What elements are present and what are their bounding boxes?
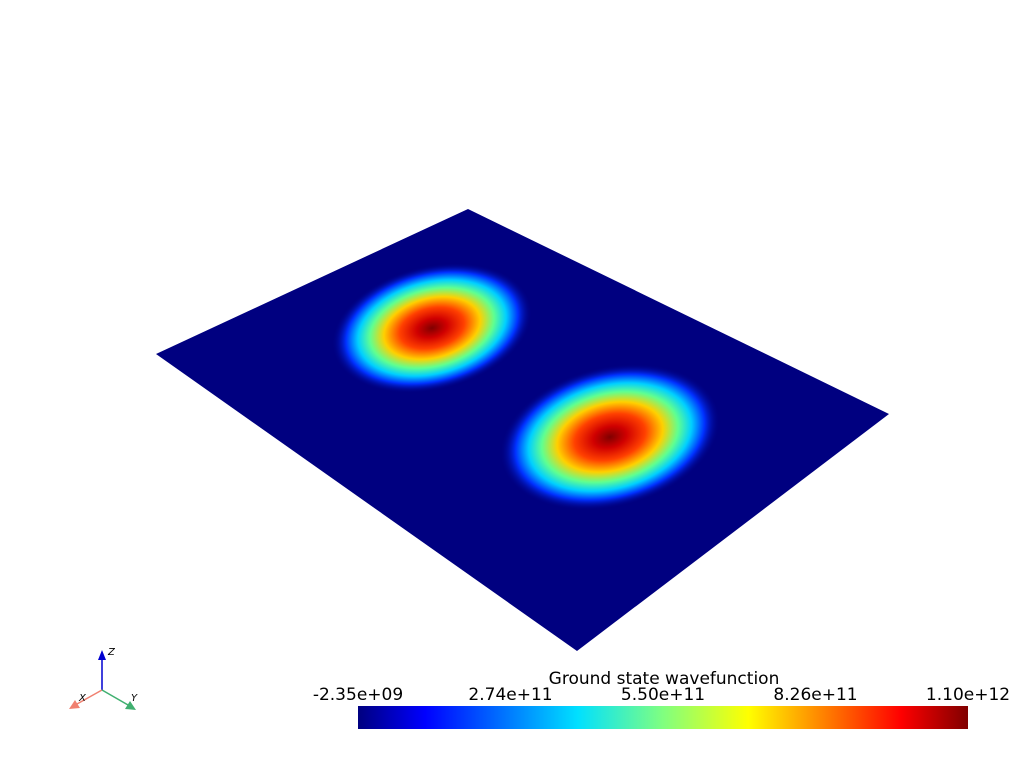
scalar-bar-tick-label: 2.74e+11	[468, 685, 552, 705]
orientation-axes: Z X Y	[69, 647, 138, 710]
scalar-bar: Ground state wavefunction -2.35e+09 2.74e…	[313, 669, 1010, 729]
scalar-bar-tick-label: 8.26e+11	[773, 685, 857, 705]
color-ramp	[358, 706, 968, 729]
z-arrow	[98, 650, 106, 660]
density-lobe	[331, 262, 533, 394]
scalar-bar-tick-label: 1.10e+12	[926, 685, 1010, 705]
x-axis	[76, 689, 103, 705]
scalar-bar-ticks: -2.35e+09 2.74e+11 5.50e+11 8.26e+11 1.10e+1…	[313, 685, 1010, 705]
y-arrow	[125, 701, 136, 710]
x-arrow	[69, 700, 80, 709]
y-axis	[101, 689, 129, 706]
density-lobe	[500, 363, 720, 511]
y-label: Y	[131, 693, 138, 704]
scalar-bar-tick-label: 5.50e+11	[621, 685, 705, 705]
x-label: X	[78, 693, 87, 704]
scalar-bar-title: Ground state wavefunction	[549, 669, 780, 689]
z-label: Z	[107, 647, 116, 658]
scalar-bar-tick-label: -2.35e+09	[313, 685, 403, 705]
